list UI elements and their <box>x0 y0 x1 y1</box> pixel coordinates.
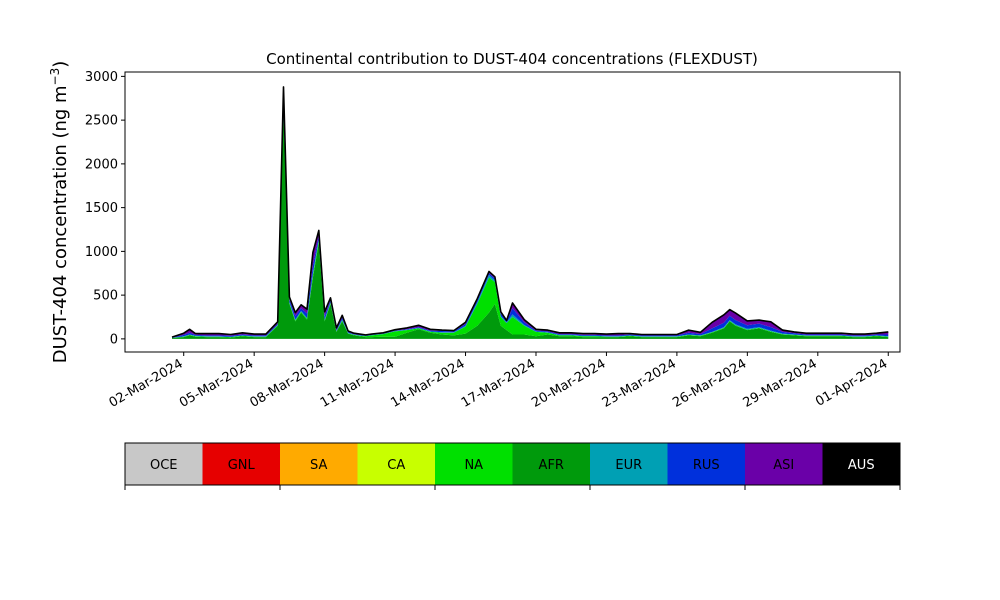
x-tick-label: 20-Mar-2024 <box>529 356 608 410</box>
y-axis-label-close: ) <box>50 61 71 68</box>
legend-label-afr: AFR <box>539 458 564 473</box>
legend-label-gnl: GNL <box>228 458 256 473</box>
chart-title: Continental contribution to DUST-404 con… <box>266 50 758 68</box>
legend-label-sa: SA <box>310 458 327 473</box>
x-tick-label: 02-Mar-2024 <box>107 356 186 410</box>
legend-swatch-eur <box>590 443 668 485</box>
x-tick-label: 05-Mar-2024 <box>177 356 256 410</box>
y-axis-label-main: DUST-404 concentration (ng m <box>50 85 71 363</box>
legend-swatch-gnl <box>202 443 280 485</box>
x-tick-label: 17-Mar-2024 <box>459 356 538 410</box>
legend-swatch-oce <box>125 443 203 485</box>
legend-label-oce: OCE <box>150 458 178 473</box>
y-axis-label-exponent: −3 <box>48 68 62 86</box>
legend-swatch-sa <box>280 443 358 485</box>
legend-swatch-na <box>435 443 513 485</box>
x-tick-label: 23-Mar-2024 <box>600 356 679 410</box>
legend-swatch-asi <box>745 443 823 485</box>
y-tick-label: 500 <box>93 289 118 304</box>
x-tick-label: 26-Mar-2024 <box>670 356 749 410</box>
legend-frame <box>124 442 901 486</box>
total-outline-line <box>171 86 889 338</box>
y-axis: 0 500 1000 1500 2000 2500 3000 <box>85 70 125 347</box>
x-tick-label: 08-Mar-2024 <box>247 356 326 410</box>
legend-label-rus: RUS <box>693 458 720 473</box>
y-tick-label: 3000 <box>85 70 118 85</box>
continent-legend: OCE GNL SA CA NA AFR EUR RUS ASI AUS <box>124 442 901 490</box>
legend-swatch-aus <box>822 443 900 485</box>
legend-label-na: NA <box>464 458 483 473</box>
x-axis: 02-Mar-202405-Mar-202408-Mar-202411-Mar-… <box>107 352 890 411</box>
legend-swatch-afr <box>512 443 590 485</box>
y-tick-label: 2500 <box>85 114 118 129</box>
total-outline <box>171 86 889 338</box>
x-tick-label: 14-Mar-2024 <box>388 356 467 410</box>
x-tick-label: 11-Mar-2024 <box>318 356 397 410</box>
y-tick-label: 1500 <box>85 201 118 216</box>
y-axis-label: DUST-404 concentration (ng m−3) <box>48 61 71 364</box>
plot-frame <box>124 71 901 353</box>
legend-swatch-ca <box>357 443 435 485</box>
legend-label-asi: ASI <box>773 458 794 473</box>
legend-swatch-rus <box>667 443 745 485</box>
x-tick-label: 29-Mar-2024 <box>741 356 820 410</box>
y-tick-label: 0 <box>110 332 118 347</box>
legend-label-ca: CA <box>387 458 405 473</box>
legend-label-aus: AUS <box>848 458 875 473</box>
y-tick-label: 1000 <box>85 245 118 260</box>
series-layer <box>172 86 889 339</box>
y-tick-label: 2000 <box>85 157 118 172</box>
x-tick-label: 01-Apr-2024 <box>813 356 890 409</box>
legend-label-eur: EUR <box>615 458 642 473</box>
